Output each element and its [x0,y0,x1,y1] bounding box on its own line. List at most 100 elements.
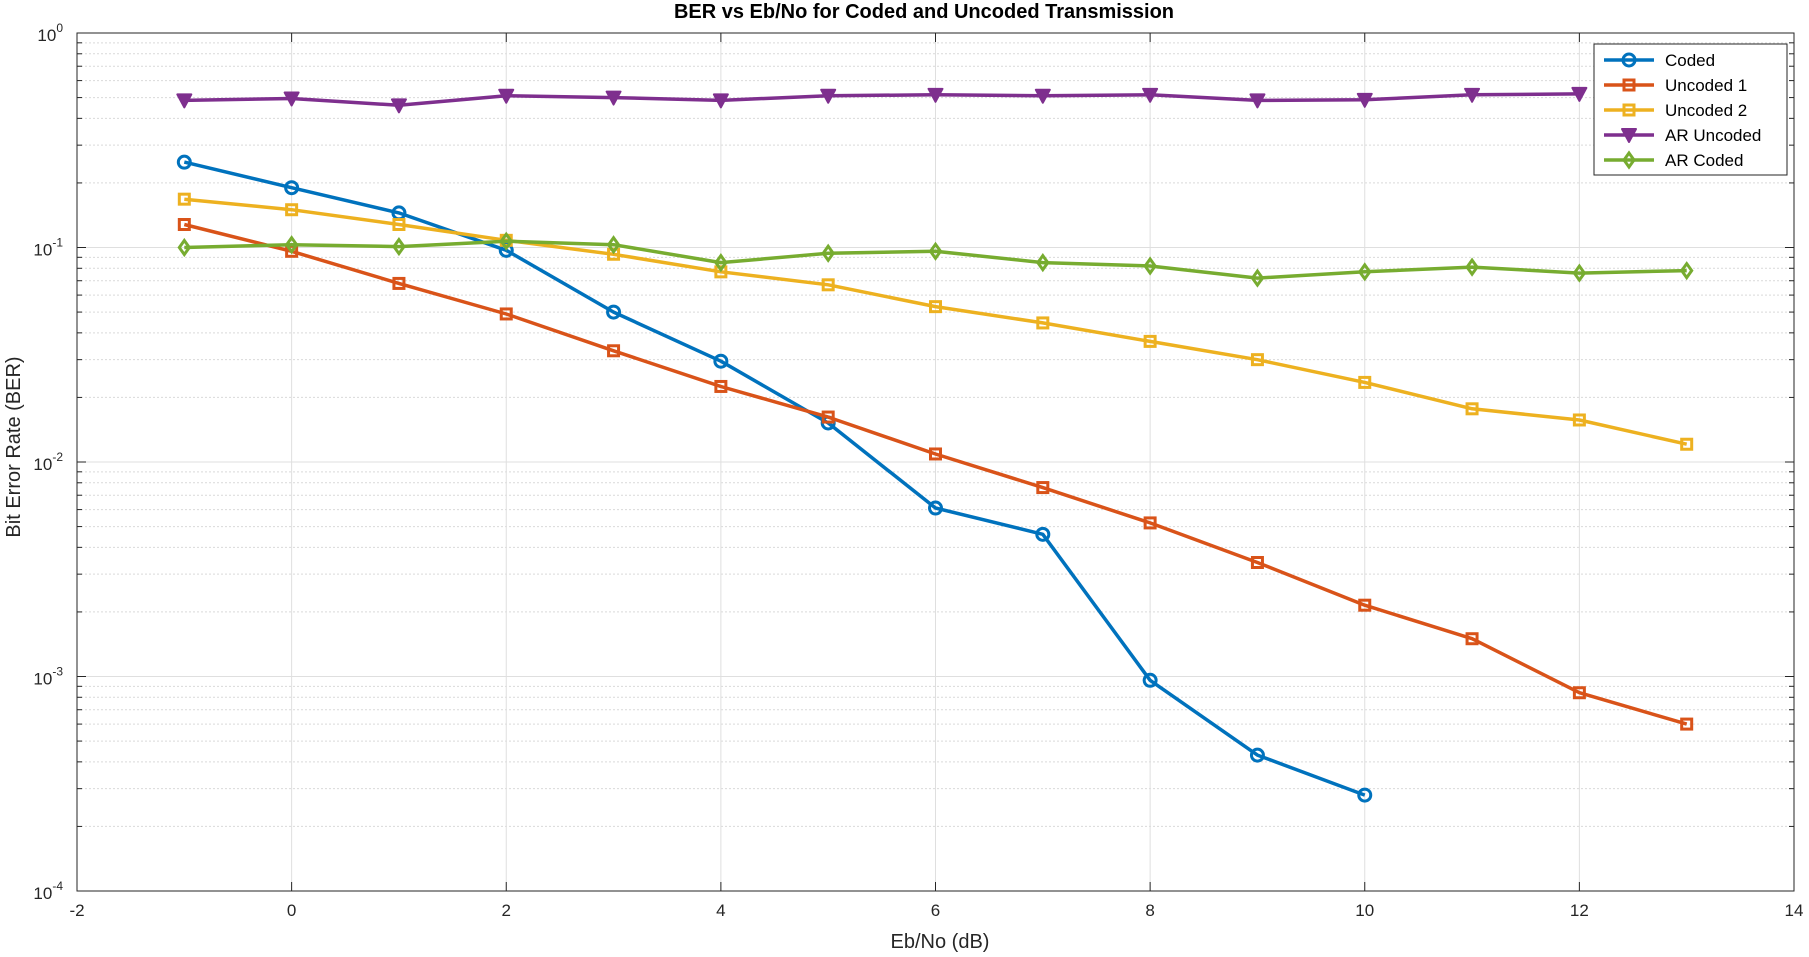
data-point-ar-uncoded [1249,93,1266,109]
data-point-coded [713,353,729,369]
data-point-uncoded-2 [392,218,406,232]
data-point-coded [1249,747,1265,763]
data-point-uncoded-1 [1036,481,1050,495]
data-point-coded [928,500,943,516]
grid [76,32,1795,892]
series-line-uncoded-2 [184,197,1688,446]
x-tick-label: 0 [287,901,296,920]
y-tick-label: 10-4 [33,879,63,903]
data-series [176,86,1694,803]
data-point-ar-uncoded [605,90,622,106]
data-point-uncoded-2 [1250,353,1264,367]
data-point-ar-uncoded [498,88,515,104]
x-tick-label: 12 [1570,901,1589,920]
data-point-ar-uncoded [1356,92,1373,108]
data-point-uncoded-2 [1036,316,1050,330]
y-tick-label: 10-3 [33,665,63,689]
legend-label-ar-coded: AR Coded [1665,151,1743,170]
axes: -2 0 2 4 6 8 10 12 14 100 10-1 10-2 10-3 10-4 [33,21,1803,920]
legend-label-coded: Coded [1665,51,1715,70]
data-point-ar-coded [1143,256,1157,276]
data-point-uncoded-1 [392,276,406,290]
data-point-uncoded-2 [285,203,299,217]
data-point-ar-coded [392,236,406,257]
series-line-coded [183,160,1366,797]
data-point-uncoded-2 [714,265,728,279]
data-point-coded [1142,672,1158,688]
data-point-uncoded-1 [714,379,728,393]
series-line-ar-uncoded [184,92,1580,108]
data-point-ar-uncoded [927,87,944,103]
legend-marker-uncoded-1 [1622,78,1636,92]
data-point-uncoded-2 [1572,413,1586,427]
data-point-ar-coded [499,231,514,251]
data-point-ar-coded [1357,262,1372,282]
data-point-coded [1035,526,1051,542]
data-point-uncoded-1 [1680,717,1694,731]
data-point-ar-coded [606,235,621,255]
legend-label-ar-uncoded: AR Uncoded [1665,126,1761,145]
series-ar-uncoded [176,86,1588,114]
data-point-ar-uncoded [1464,87,1481,103]
data-point-uncoded-2 [1143,334,1157,348]
y-tick-label: 10-1 [33,236,63,260]
data-point-ar-coded [1035,253,1050,273]
data-point-uncoded-2 [929,300,942,314]
legend-marker-ar-uncoded [1621,128,1637,143]
data-point-uncoded-1 [1143,516,1157,530]
data-point-ar-coded [1679,261,1694,281]
data-point-ar-coded [714,253,728,273]
data-point-ar-uncoded [283,91,300,107]
data-point-ar-coded [177,237,192,258]
legend-marker-uncoded-2 [1622,103,1636,117]
data-point-ar-uncoded [712,93,729,109]
data-point-ar-uncoded [390,98,407,114]
x-tick-label: 8 [1145,901,1154,920]
data-point-uncoded-2 [177,192,191,206]
data-point-coded [1357,787,1373,803]
series-line-ar-coded [184,239,1687,280]
legend-label-uncoded-1: Uncoded 1 [1665,76,1747,95]
data-point-uncoded-2 [1358,375,1372,389]
data-point-uncoded-1 [929,447,942,461]
legend-marker-ar-coded [1622,150,1636,170]
y-tick-label: 10-2 [33,450,63,474]
data-point-uncoded-1 [499,307,513,321]
data-point-ar-coded [821,243,836,263]
data-point-ar-coded [1465,257,1479,277]
data-point-coded [176,154,192,170]
legend-item-coded: Coded [1604,51,1715,70]
series-ar-coded [177,231,1694,288]
x-tick-label: 14 [1785,901,1804,920]
x-tick-label: 10 [1355,901,1374,920]
data-point-ar-uncoded [1571,86,1588,102]
data-point-uncoded-2 [1680,437,1694,451]
series-uncoded-1 [177,218,1694,731]
data-point-uncoded-1 [1250,555,1264,569]
y-axis-label: Bit Error Rate (BER) [3,356,25,537]
data-point-coded [284,180,300,196]
data-point-uncoded-1 [177,218,191,232]
series-line-uncoded-1 [183,222,1688,726]
data-point-coded [606,304,622,320]
series-uncoded-2 [177,192,1694,451]
data-point-uncoded-2 [821,278,835,292]
x-tick-label: 2 [502,901,511,920]
data-point-ar-coded [284,235,299,255]
data-point-ar-uncoded [820,88,837,104]
legend-item-ar-coded: AR Coded [1604,150,1743,170]
data-point-ar-uncoded [1142,87,1159,103]
legend: Coded Uncoded 1 Uncoded 2 AR Uncoded AR Code… [1593,43,1788,176]
data-point-uncoded-1 [1358,598,1372,612]
data-point-uncoded-1 [1572,686,1586,700]
x-tick-label: 4 [716,901,725,920]
legend-item-uncoded-1: Uncoded 1 [1604,76,1747,95]
data-point-uncoded-1 [821,410,835,424]
data-point-ar-uncoded [176,93,193,109]
x-axis-label: Eb/No (dB) [891,931,990,953]
data-point-ar-coded [1250,268,1265,288]
legend-item-ar-uncoded: AR Uncoded [1604,126,1761,145]
data-point-uncoded-2 [1465,402,1479,416]
chart-title: BER vs Eb/No for Coded and Uncoded Trans… [674,1,1174,23]
